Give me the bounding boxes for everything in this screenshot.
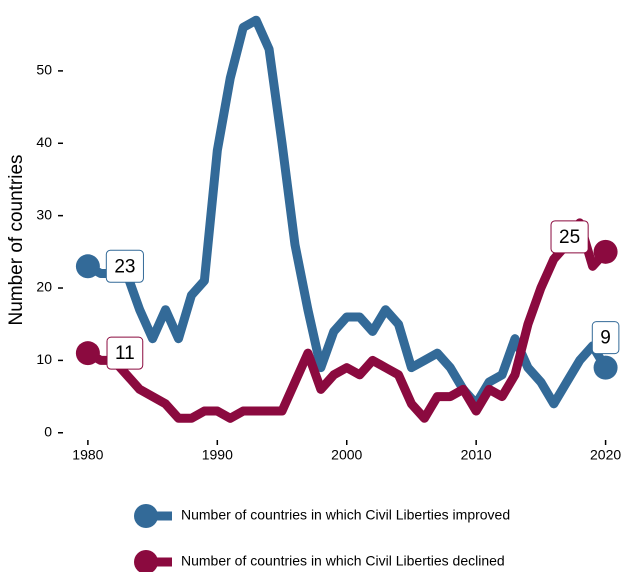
- series-line: [85, 218, 609, 423]
- legend-dot: [134, 504, 158, 528]
- legend-dot: [134, 550, 158, 572]
- y-tick-label: 30: [36, 206, 52, 222]
- value-label: 23: [105, 249, 144, 283]
- value-label-text: 11: [115, 343, 135, 364]
- value-label-box: [106, 336, 144, 370]
- value-label-text: 25: [559, 227, 580, 248]
- value-label: 25: [550, 220, 589, 254]
- value-label: 11: [106, 336, 144, 370]
- x-tick-label: 2020: [590, 447, 621, 463]
- end-point: [593, 355, 618, 380]
- value-label-text: 23: [114, 256, 135, 277]
- value-label-box: [591, 321, 620, 355]
- x-tick-label: 2000: [331, 447, 362, 463]
- value-label-text: 9: [600, 328, 611, 349]
- end-point: [593, 239, 618, 264]
- y-tick-label: 50: [36, 62, 52, 78]
- y-tick-label: 0: [44, 423, 52, 439]
- end-point: [75, 341, 100, 366]
- series-line: [85, 15, 610, 409]
- x-tick-label: 1990: [202, 447, 233, 463]
- y-axis-title: Number of countries: [6, 154, 27, 325]
- x-tick-label: 1980: [72, 447, 103, 463]
- y-tick-label: 20: [36, 279, 52, 295]
- y-tick-label: 40: [36, 134, 52, 150]
- x-tick-label: 2010: [461, 447, 492, 463]
- value-label-box: [550, 220, 589, 254]
- value-label: 9: [591, 321, 620, 355]
- end-point: [75, 254, 100, 279]
- legend-label: Number of countries in which Civil Liber…: [181, 507, 510, 523]
- value-label-box: [105, 249, 144, 283]
- legend-label: Number of countries in which Civil Liber…: [181, 553, 505, 569]
- y-tick-label: 10: [36, 351, 52, 367]
